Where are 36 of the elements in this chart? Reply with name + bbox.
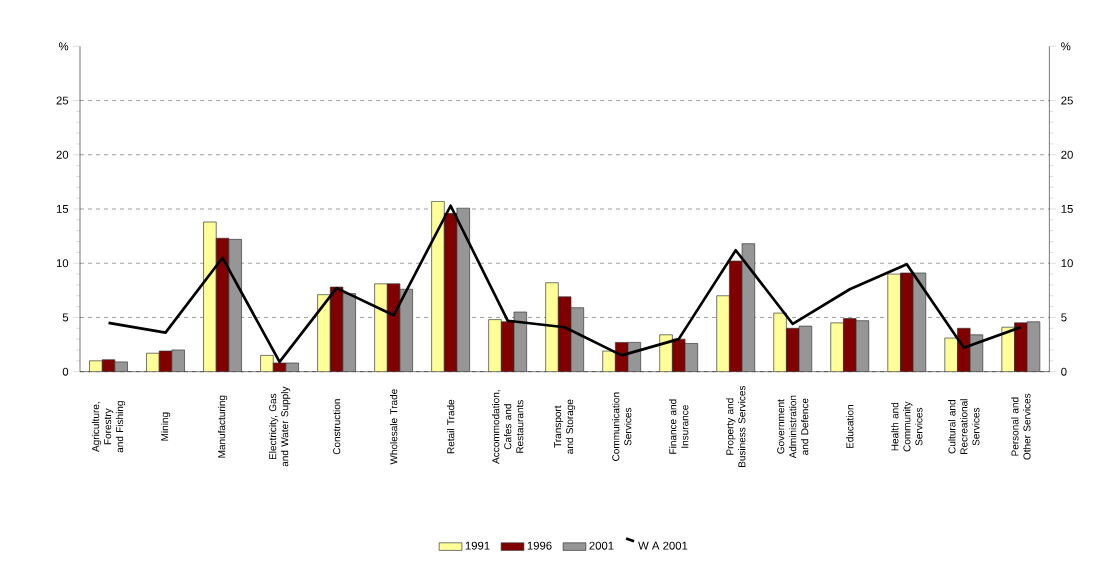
x-tick-label: Personal and Other Services [1011,393,1031,460]
y-tick-label: 25 [1061,96,1073,105]
y2-tick-label: 25 [56,96,69,105]
x-tick-label: Construction [332,399,341,455]
x-tick-label: Communication Services [612,392,632,461]
y-tick-label: 10 [1061,259,1073,268]
legend-label: 1991 [465,541,490,550]
x-tick-label: Cultural and Recreational Services [948,399,980,454]
line-series [107,204,1023,364]
y2-tick-label: 10 [56,259,69,268]
y-tick-label: 5 [1061,313,1067,322]
y2-tick-label: 5 [62,313,69,322]
x-tick-label: Transport and Storage [554,399,576,454]
y-tick-label: 20 [1061,150,1073,159]
y2-tick-label: % [58,42,69,51]
x-tick-label: Health and Community Services [891,401,923,452]
x-tick-label: Finance and Insurance [669,399,689,454]
x-tick-label: Mining [160,412,171,441]
y-tick-label: 0 [1061,367,1067,376]
x-tick-label: Accommodation, Cafes and Restaurants [491,390,524,464]
legend-label: 1996 [527,541,552,550]
x-tick-label: Electricity, Gas and Water Supply [268,386,291,467]
y2-tick-label: 15 [56,205,69,213]
x-tick-label: Retail Trade [446,399,455,454]
y-tick-label: % [1061,42,1071,51]
x-tick-label: Wholesale Trade [389,389,398,465]
y-tick-label: 15 [1061,205,1073,213]
x-tick-label: Agriculture, Forestry and Fishing [91,401,126,453]
x-tick-label: Government Administration and Defence [777,395,809,459]
legend-label: 2001 [589,541,614,550]
y2-tick-label: 20 [56,150,69,159]
x-tick-label: Manufacturing [217,395,228,458]
x-tick-label: Education [846,405,854,449]
y2-tick-label: 0 [62,367,69,376]
x-tick-label: Property and Business Services [726,385,746,467]
legend-label: W A 2001 [638,541,688,550]
